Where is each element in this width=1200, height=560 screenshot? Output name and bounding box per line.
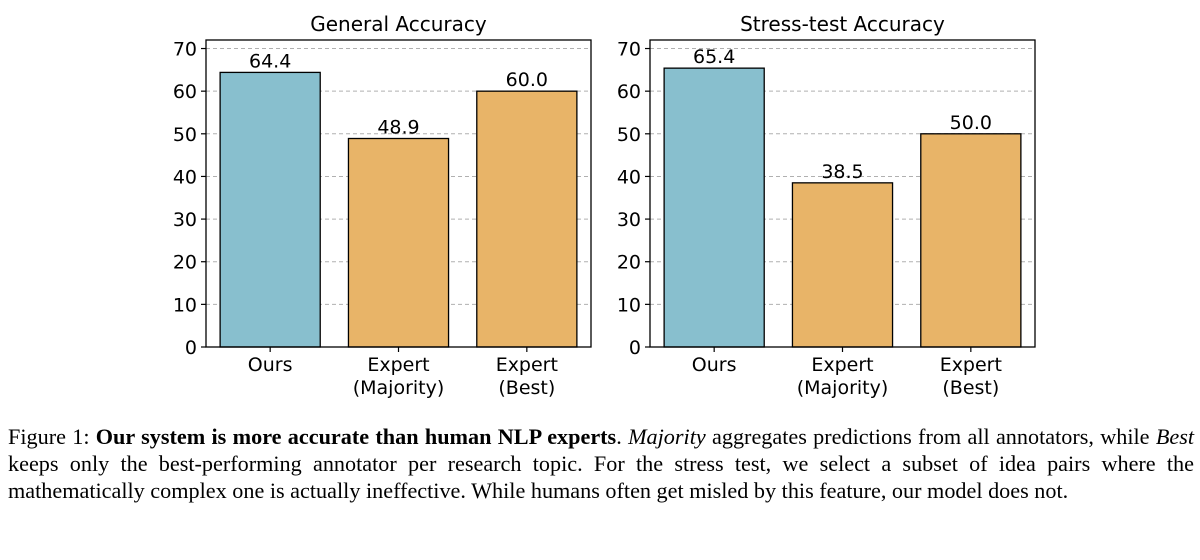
chart-0-value-label-2: 60.0	[506, 69, 548, 91]
chart-1-value-label-0: 65.4	[693, 46, 735, 68]
caption-label: Figure 1:	[8, 424, 96, 449]
caption-text-2: aggregates predictions from all annotato…	[705, 424, 1156, 449]
chart-0-ytick-label-2: 20	[173, 252, 197, 274]
chart-1-bar-1	[791, 182, 894, 348]
chart-1-ytick-label-6: 60	[617, 81, 641, 103]
chart-1-ytick-label-0: 0	[629, 337, 641, 359]
chart-0-value-label-0: 64.4	[249, 50, 291, 72]
chart-0-xtick-label-1: Expert (Majority)	[353, 354, 445, 399]
caption-text-3: keeps only the best-performing annotator…	[8, 451, 1194, 503]
chart-0-ytick-label-5: 50	[173, 124, 197, 146]
chart-0-xtick-label-2: Expert (Best)	[496, 354, 558, 399]
chart-1-xtick-label-1: Expert (Majority)	[797, 354, 889, 399]
chart-0-value-label-1: 48.9	[377, 116, 419, 138]
chart-1-bar-0	[663, 67, 765, 348]
chart-0-ytick-label-3: 30	[173, 209, 197, 231]
caption-bold-claim: Our system is more accurate than human N…	[95, 424, 617, 449]
chart-1-value-label-1: 38.5	[821, 161, 863, 183]
chart-0-ytick-label-0: 0	[185, 337, 197, 359]
chart-stress-test-accuracy: 65.4 38.5 50.0 0 10 20 30 40 50 60 70 Ours Expert (Ma…	[617, 12, 1036, 399]
chart-1-ytick-label-7: 70	[617, 39, 641, 61]
chart-1-ytick-label-3: 30	[617, 209, 641, 231]
chart-0-bar-1	[347, 137, 450, 348]
chart-0-ytick-label-6: 60	[173, 81, 197, 103]
chart-0-bar-2	[476, 90, 578, 348]
chart-1-ytick-label-2: 20	[617, 252, 641, 274]
chart-1-ytick-label-1: 10	[617, 294, 641, 316]
chart-0-ytick-label-7: 70	[173, 39, 197, 61]
chart-1-title: Stress-test Accuracy	[740, 12, 945, 36]
chart-1-xtick-label-2: Expert (Best)	[940, 354, 1002, 399]
chart-1-ytick-label-5: 50	[617, 124, 641, 146]
chart-0-title: General Accuracy	[310, 12, 487, 36]
chart-0-bar-0	[219, 71, 321, 348]
chart-0-xtick-label-0: Ours	[248, 354, 293, 376]
figure: 64.4 48.9 60.0 0 10 20 30 40 50 60 70 Ours Expert (Ma…	[173, 12, 1036, 399]
figure-caption: Figure 1: Our system is more accurate th…	[8, 423, 1194, 504]
caption-text-1: .	[616, 424, 629, 449]
chart-0-ytick-label-1: 10	[173, 294, 197, 316]
chart-1-xtick-label-0: Ours	[692, 354, 737, 376]
chart-0-ytick-label-4: 40	[173, 166, 197, 188]
chart-1-ytick-label-4: 40	[617, 166, 641, 188]
caption-italic-majority: Majority	[628, 424, 706, 449]
chart-1-bar-2	[920, 133, 1022, 348]
chart-1-value-label-2: 50.0	[950, 112, 992, 134]
caption-italic-best: Best	[1155, 424, 1195, 449]
chart-general-accuracy: 64.4 48.9 60.0 0 10 20 30 40 50 60 70 Ours Expert (Ma…	[173, 12, 592, 399]
